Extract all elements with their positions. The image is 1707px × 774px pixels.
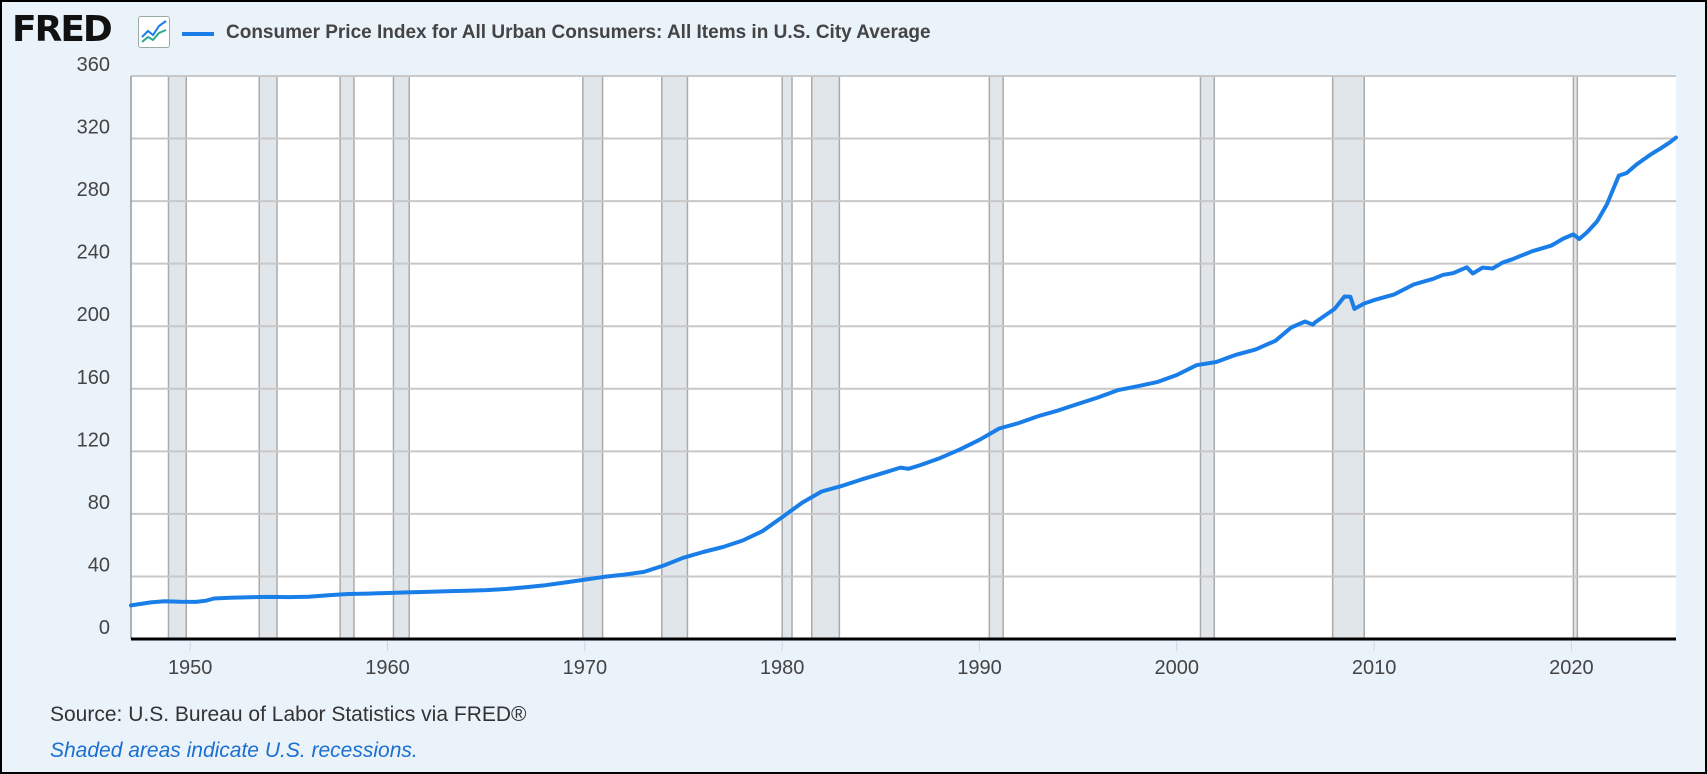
y-tick-label: 200 [77, 304, 110, 326]
y-tick-label: 280 [77, 179, 110, 201]
recession-band [810, 75, 841, 640]
x-tick-label: 2010 [1352, 657, 1397, 679]
recession-band [661, 75, 689, 640]
y-tick-label: 0 [99, 617, 110, 639]
x-tick-label: 1950 [168, 657, 213, 679]
recession-band [167, 75, 187, 640]
cpi-series-line [129, 135, 1678, 608]
x-tick-label: 1960 [365, 657, 410, 679]
recession-band [988, 75, 1004, 640]
x-tick-label: 1990 [957, 657, 1002, 679]
recession-note: Shaded areas indicate U.S. recessions. [50, 739, 418, 762]
legend-label: Consumer Price Index for All Urban Consu… [226, 22, 931, 43]
recession-band [582, 75, 604, 640]
y-tick-label: 160 [77, 367, 110, 389]
recession-band [1572, 75, 1579, 640]
recession-band [258, 75, 278, 640]
y-tick-label: 360 [77, 54, 110, 76]
recession-band [1199, 75, 1216, 640]
line-chart-icon[interactable] [138, 16, 170, 48]
y-tick-label: 120 [77, 429, 110, 451]
recession-band [781, 75, 793, 640]
x-tick-label: 2020 [1549, 657, 1594, 679]
x-tick-label: 1970 [563, 657, 608, 679]
x-tick-label: 1980 [760, 657, 805, 679]
x-tick-label: 2000 [1155, 657, 1200, 679]
y-tick-label: 240 [77, 242, 110, 264]
y-tick-label: 80 [88, 492, 110, 514]
y-tick-label: 320 [77, 117, 110, 139]
y-tick-label: 40 [88, 554, 110, 576]
plot-area [131, 76, 1676, 639]
recession-band [1331, 75, 1365, 640]
legend-swatch [182, 32, 214, 36]
fred-logo[interactable]: FRED [12, 9, 113, 50]
recession-band [339, 75, 355, 640]
recession-band [392, 75, 410, 640]
source-text: Source: U.S. Bureau of Labor Statistics … [50, 703, 527, 726]
